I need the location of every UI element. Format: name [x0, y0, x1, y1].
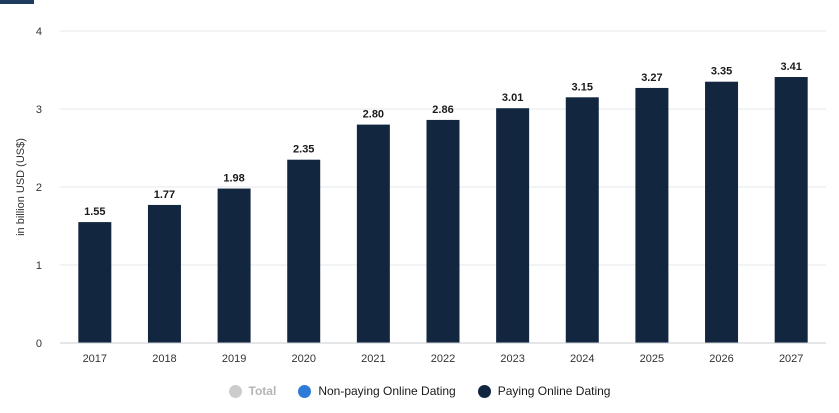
- data-label: 3.15: [572, 81, 593, 93]
- x-tick-label: 2024: [570, 353, 594, 365]
- x-tick-label: 2017: [83, 353, 107, 365]
- x-tick-label: 2022: [431, 353, 455, 365]
- bar[interactable]: [635, 87, 669, 343]
- bar[interactable]: [774, 77, 808, 344]
- legend-dot-icon: [298, 384, 312, 398]
- bar[interactable]: [147, 204, 181, 343]
- bars: [78, 77, 808, 344]
- data-label: 1.55: [84, 206, 105, 218]
- x-tick-label: 2023: [500, 353, 524, 365]
- y-tick-label: 3: [36, 104, 42, 116]
- y-axis-ticks: 0 1 2 3 4: [36, 26, 42, 350]
- legend-item-total[interactable]: Total: [228, 384, 277, 398]
- legend-label: Paying Online Dating: [497, 384, 611, 398]
- bar[interactable]: [78, 222, 112, 343]
- data-label: 3.41: [780, 61, 801, 73]
- x-tick-label: 2026: [709, 353, 733, 365]
- y-tick-label: 2: [36, 182, 42, 194]
- data-label: 2.86: [432, 104, 453, 116]
- legend-dot-icon: [228, 384, 242, 398]
- data-labels: 1.55 1.77 1.98 2.35 2.80 2.86 3.01 3.15 3.27 3.35…: [84, 61, 802, 218]
- data-label: 1.77: [154, 189, 175, 201]
- legend-item-non-paying[interactable]: Non-paying Online Dating: [298, 384, 456, 398]
- bar[interactable]: [496, 108, 530, 343]
- y-tick-label: 4: [36, 26, 42, 38]
- bar[interactable]: [356, 124, 390, 343]
- x-axis-ticks: 2017 2018 2019 2020 2021 2022 2023 2024 2025 2026…: [83, 353, 804, 365]
- data-label: 3.01: [502, 92, 523, 104]
- x-tick-label: 2020: [291, 353, 315, 365]
- y-tick-label: 1: [36, 260, 42, 272]
- bar-chart: 0 1 2 3 4 in billion USD (US$) 1.55 1.77 1.98 2…: [15, 26, 826, 365]
- x-tick-label: 2018: [152, 353, 176, 365]
- legend: Total Non-paying Online Dating Paying On…: [0, 381, 839, 401]
- legend-label: Total: [248, 384, 277, 398]
- legend-dot-icon: [477, 384, 491, 398]
- data-label: 3.27: [641, 72, 662, 84]
- data-label: 2.35: [293, 144, 314, 156]
- bar[interactable]: [217, 188, 251, 343]
- data-label: 3.35: [711, 66, 732, 78]
- x-tick-label: 2027: [779, 353, 803, 365]
- y-tick-label: 0: [36, 338, 42, 350]
- legend-label: Non-paying Online Dating: [318, 384, 456, 398]
- legend-item-paying[interactable]: Paying Online Dating: [477, 384, 611, 398]
- y-axis-title: in billion USD (US$): [15, 138, 27, 236]
- data-label: 1.98: [223, 173, 244, 185]
- x-tick-label: 2025: [640, 353, 664, 365]
- x-tick-label: 2021: [361, 353, 385, 365]
- bar[interactable]: [565, 97, 599, 343]
- x-tick-label: 2019: [222, 353, 246, 365]
- bar[interactable]: [287, 159, 321, 343]
- data-label: 2.80: [363, 109, 384, 121]
- bar[interactable]: [705, 81, 739, 343]
- bar[interactable]: [426, 119, 460, 343]
- top-tab-indicator: [0, 0, 34, 4]
